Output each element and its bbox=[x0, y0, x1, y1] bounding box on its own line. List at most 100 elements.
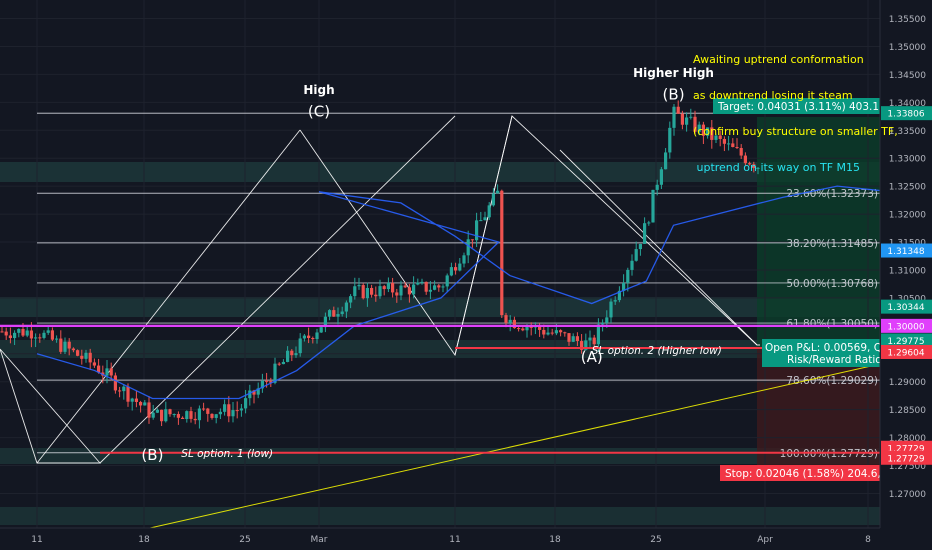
candle-body bbox=[458, 263, 462, 271]
price-badge-label: 1.30344 bbox=[887, 303, 924, 313]
price-badge bbox=[881, 299, 932, 314]
candle-body bbox=[34, 337, 38, 339]
candle-body bbox=[260, 380, 264, 389]
candle-body bbox=[748, 163, 752, 165]
risk-reward-label: Risk/Reward Ratio: bbox=[787, 354, 885, 366]
price-badge-label: 1.27729 bbox=[887, 444, 924, 454]
candle-body bbox=[596, 324, 600, 345]
candle-body bbox=[571, 336, 575, 342]
candle-body bbox=[420, 281, 424, 283]
candle-body bbox=[21, 328, 25, 336]
candle-body bbox=[546, 332, 550, 335]
pattern-label: Higher High bbox=[633, 66, 714, 80]
candle-body bbox=[8, 335, 12, 339]
time-tick-label: 25 bbox=[650, 535, 661, 545]
price-tick-label: 1.30500 bbox=[889, 294, 926, 304]
candle-body bbox=[92, 362, 96, 366]
price-axis[interactable] bbox=[880, 0, 932, 528]
candle-body bbox=[668, 127, 672, 153]
candle-body bbox=[575, 336, 579, 342]
candle-body bbox=[647, 222, 651, 224]
candle-body bbox=[239, 408, 243, 411]
candle-body bbox=[277, 363, 281, 365]
candle-body bbox=[147, 402, 151, 418]
pnl-label: Open P&L: 0.00569, Qt bbox=[765, 342, 886, 354]
candle-body bbox=[38, 337, 42, 339]
candle-body bbox=[563, 332, 567, 334]
candle-body bbox=[676, 106, 680, 114]
candle-body bbox=[97, 365, 101, 373]
candle-body bbox=[353, 286, 357, 297]
wave-label: (C) bbox=[308, 102, 330, 120]
time-axis[interactable] bbox=[0, 528, 932, 550]
fib-label: 61.80%(1.30050) bbox=[786, 318, 878, 330]
candle-body bbox=[4, 331, 8, 336]
candle-body bbox=[59, 338, 63, 352]
candle-body bbox=[227, 404, 231, 417]
price-badge bbox=[881, 450, 932, 465]
candle-body bbox=[181, 417, 185, 420]
candle-body bbox=[752, 164, 756, 169]
candle-body bbox=[449, 267, 453, 276]
candle-body bbox=[630, 260, 634, 270]
price-badge bbox=[881, 344, 932, 359]
candle-body bbox=[218, 411, 222, 415]
candle-body bbox=[164, 409, 168, 422]
candle-body bbox=[743, 155, 747, 164]
candle-body bbox=[550, 332, 554, 334]
candle-body bbox=[508, 319, 512, 323]
target-zone bbox=[757, 117, 880, 347]
candle-body bbox=[689, 116, 693, 118]
price-tick-label: 1.27000 bbox=[889, 490, 926, 500]
candle-body bbox=[739, 148, 743, 156]
candle-body bbox=[17, 328, 21, 333]
candle-body bbox=[109, 368, 113, 376]
candle-body bbox=[584, 340, 588, 350]
candle-body bbox=[0, 331, 4, 333]
candle-body bbox=[67, 341, 71, 349]
candle-body bbox=[118, 390, 122, 392]
candle-body bbox=[433, 285, 437, 290]
candle-body bbox=[378, 286, 382, 297]
candle-body bbox=[567, 333, 571, 342]
candle-body bbox=[521, 328, 525, 331]
candle-body bbox=[622, 282, 626, 291]
candle-body bbox=[605, 317, 609, 323]
candle-body bbox=[361, 285, 365, 299]
target-label-box bbox=[713, 98, 880, 114]
candle-body bbox=[428, 289, 432, 292]
support-zone-upper bbox=[0, 297, 880, 317]
time-tick-label: Mar bbox=[311, 535, 328, 545]
pattern-label: High bbox=[303, 83, 334, 97]
candle-body bbox=[126, 386, 130, 402]
fib-label: 38.20%(1.31485) bbox=[786, 238, 878, 250]
candle-body bbox=[601, 322, 605, 325]
target-label: Target: 0.04031 (3.11%) 403.1, bbox=[717, 101, 882, 113]
candle-body bbox=[487, 205, 491, 218]
candle-body bbox=[273, 363, 277, 383]
wave-label: (B) bbox=[141, 446, 163, 464]
fib-label: 50.00%(1.30768) bbox=[786, 278, 878, 290]
candle-body bbox=[403, 285, 407, 288]
price-badge bbox=[881, 243, 932, 258]
time-tick-label: 25 bbox=[239, 535, 250, 545]
price-badge-label: 1.27729 bbox=[887, 454, 924, 464]
candle-body bbox=[613, 300, 617, 302]
time-tick-label: 18 bbox=[138, 535, 150, 545]
fib-label: 78.60%(1.29029) bbox=[786, 375, 878, 387]
candle-body bbox=[46, 330, 50, 333]
note-line-2: as downtrend losing it steam bbox=[693, 89, 853, 102]
note-line-3: (confirm buy structure on smaller TF, bbox=[693, 125, 898, 138]
candle-body bbox=[231, 410, 235, 417]
candle-body bbox=[151, 412, 155, 418]
candle-body bbox=[714, 135, 718, 140]
candle-body bbox=[475, 220, 479, 241]
candle-body bbox=[500, 190, 504, 316]
price-tick-label: 1.34000 bbox=[889, 99, 926, 109]
candle-body bbox=[298, 338, 302, 354]
candle-body bbox=[71, 348, 75, 351]
candle-body bbox=[256, 388, 260, 395]
candle-body bbox=[25, 330, 29, 336]
candle-body bbox=[235, 410, 239, 412]
